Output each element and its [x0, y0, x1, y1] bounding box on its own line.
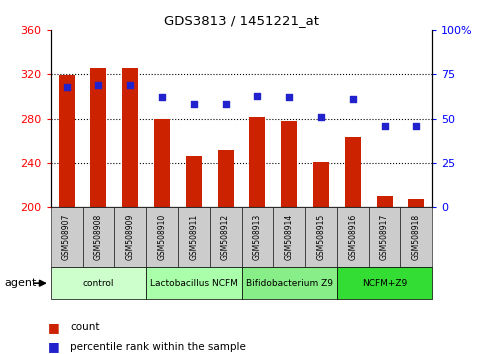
Bar: [122, 68, 138, 207]
Bar: [242, 207, 273, 267]
Bar: [146, 267, 242, 299]
Bar: [345, 137, 361, 207]
Text: GSM508915: GSM508915: [316, 214, 326, 260]
Point: [127, 82, 134, 88]
Bar: [51, 207, 83, 267]
Bar: [178, 207, 210, 267]
Text: agent: agent: [5, 278, 37, 288]
Text: GSM508909: GSM508909: [126, 214, 135, 261]
Point: [412, 123, 420, 129]
Bar: [114, 207, 146, 267]
Bar: [146, 207, 178, 267]
Text: GSM508916: GSM508916: [348, 214, 357, 260]
Point: [317, 114, 325, 120]
Bar: [90, 68, 106, 207]
Text: GSM508910: GSM508910: [157, 214, 167, 260]
Bar: [369, 207, 400, 267]
Point: [63, 84, 71, 90]
Text: ■: ■: [48, 321, 60, 334]
Point: [254, 93, 261, 98]
Bar: [58, 75, 74, 207]
Bar: [409, 199, 425, 207]
Text: GSM508907: GSM508907: [62, 214, 71, 261]
Point: [158, 95, 166, 100]
Point: [285, 95, 293, 100]
Bar: [337, 267, 432, 299]
Point: [95, 82, 102, 88]
Bar: [154, 119, 170, 207]
Bar: [249, 118, 265, 207]
Text: GSM508913: GSM508913: [253, 214, 262, 260]
Bar: [337, 207, 369, 267]
Point: [222, 102, 229, 107]
Text: GSM508912: GSM508912: [221, 214, 230, 260]
Bar: [281, 121, 297, 207]
Point: [381, 123, 388, 129]
Text: GDS3813 / 1451221_at: GDS3813 / 1451221_at: [164, 14, 319, 27]
Text: GSM508918: GSM508918: [412, 214, 421, 260]
Bar: [210, 207, 242, 267]
Text: GSM508911: GSM508911: [189, 214, 199, 260]
Bar: [313, 162, 329, 207]
Bar: [186, 156, 202, 207]
Text: ■: ■: [48, 341, 60, 353]
Bar: [242, 267, 337, 299]
Point: [190, 102, 198, 107]
Text: percentile rank within the sample: percentile rank within the sample: [70, 342, 246, 352]
Bar: [51, 267, 146, 299]
Bar: [305, 207, 337, 267]
Text: GSM508908: GSM508908: [94, 214, 103, 260]
Point: [349, 96, 356, 102]
Bar: [83, 207, 114, 267]
Text: GSM508914: GSM508914: [284, 214, 294, 260]
Text: control: control: [83, 279, 114, 288]
Bar: [273, 207, 305, 267]
Bar: [400, 207, 432, 267]
Bar: [377, 196, 393, 207]
Text: Lactobacillus NCFM: Lactobacillus NCFM: [150, 279, 238, 288]
Text: count: count: [70, 322, 99, 332]
Text: Bifidobacterium Z9: Bifidobacterium Z9: [246, 279, 333, 288]
Text: NCFM+Z9: NCFM+Z9: [362, 279, 407, 288]
Bar: [218, 149, 234, 207]
Text: GSM508917: GSM508917: [380, 214, 389, 260]
